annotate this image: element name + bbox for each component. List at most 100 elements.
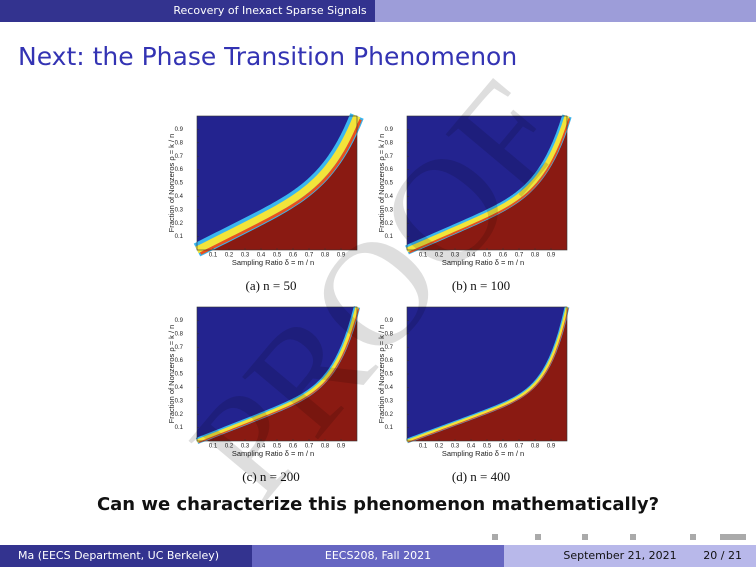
heatmap-success	[407, 116, 567, 250]
y-tick-label: 0.7	[175, 345, 184, 351]
y-tick-label: 0.4	[385, 385, 394, 391]
x-tick-label: 0.2	[435, 444, 444, 450]
heatmap-band	[406, 115, 570, 253]
y-axis-label: Fraction of Nonzeros ρ = k / n	[377, 325, 386, 424]
x-tick-label: 0.4	[467, 253, 476, 259]
nav-icon	[690, 534, 696, 540]
x-tick-label: 0.7	[305, 444, 314, 450]
nav-icon	[630, 534, 636, 540]
x-tick-label: 0.1	[419, 253, 428, 259]
x-tick-label: 0.2	[225, 444, 234, 450]
x-tick-label: 0.7	[515, 253, 524, 259]
y-axis-label: Fraction of Nonzeros ρ = k / n	[167, 134, 176, 233]
x-tick-label: 0.3	[241, 253, 250, 259]
y-tick-label: 0.3	[175, 398, 184, 404]
heatmap-band	[408, 308, 569, 443]
y-tick-label: 0.3	[385, 398, 394, 404]
footer-mid	[252, 545, 504, 567]
x-tick-label: 0.3	[451, 444, 460, 450]
figure: 0.1 0.2 0.3 0.4 0.5 0.6 0.7 0.8 0.9 0.1 0.2 0.3 0.4 0…	[167, 306, 361, 484]
x-tick-label: 0.4	[467, 444, 476, 450]
y-axis-label: Fraction of Nonzeros ρ = k / n	[377, 134, 386, 233]
footer-right	[504, 545, 756, 567]
heatmap-success	[197, 116, 357, 250]
x-tick-label: 0.5	[273, 444, 282, 450]
x-tick-label: 0.5	[483, 253, 492, 259]
x-tick-label: 0.4	[257, 253, 266, 259]
x-tick-label: 0.8	[321, 253, 330, 259]
y-tick-label: 0.2	[175, 221, 184, 227]
footer-left	[0, 545, 252, 567]
x-tick-label: 0.2	[225, 253, 234, 259]
figure: 0.1 0.2 0.3 0.4 0.5 0.6 0.7 0.8 0.9 0.1 0.2 0.3 0.4 0…	[377, 114, 572, 293]
header-bar-right	[375, 0, 756, 22]
y-tick-label: 0.2	[175, 412, 184, 418]
heatmap-band	[406, 306, 569, 443]
y-tick-label: 0.1	[385, 425, 394, 431]
y-tick-label: 0.4	[385, 194, 394, 200]
section-title: Recovery of Inexact Sparse Signals	[173, 4, 367, 17]
y-tick-label: 0.2	[385, 412, 394, 418]
y-tick-label: 0.8	[175, 331, 184, 337]
x-tick-label: 0.9	[337, 444, 346, 450]
x-axis-label: Sampling Ratio δ = m / n	[232, 258, 314, 267]
slide-title: Next: the Phase Transition Phenomenon	[18, 42, 517, 71]
y-tick-label: 0.6	[175, 358, 184, 364]
y-tick-label: 0.9	[175, 127, 184, 133]
y-tick-label: 0.9	[175, 318, 184, 324]
x-tick-label: 0.6	[289, 444, 298, 450]
x-tick-label: 0.1	[209, 444, 218, 450]
x-axis-label: Sampling Ratio δ = m / n	[442, 449, 524, 458]
y-tick-label: 0.3	[385, 207, 394, 213]
heatmap-band	[196, 306, 359, 443]
x-tick-label: 0.3	[241, 444, 250, 450]
x-tick-label: 0.9	[547, 444, 556, 450]
heatmap-success	[407, 307, 567, 441]
x-tick-label: 0.5	[273, 253, 282, 259]
y-tick-label: 0.7	[175, 154, 184, 160]
y-tick-label: 0.6	[385, 358, 394, 364]
figure: 0.1 0.2 0.3 0.4 0.5 0.6 0.7 0.8 0.9 0.1 0.2 0.3 0.4 0…	[377, 306, 570, 484]
y-tick-label: 0.5	[385, 181, 394, 187]
y-tick-label: 0.5	[175, 181, 184, 187]
x-axis-label: Sampling Ratio δ = m / n	[232, 449, 314, 458]
y-tick-label: 0.9	[385, 127, 394, 133]
heatmap-band	[199, 119, 362, 255]
y-tick-label: 0.1	[385, 234, 394, 240]
y-tick-label: 0.3	[175, 207, 184, 213]
y-tick-label: 0.4	[175, 194, 184, 200]
caption: (d) n = 400	[452, 469, 510, 484]
y-tick-label: 0.2	[385, 221, 394, 227]
caption: (b) n = 100	[452, 278, 510, 293]
x-tick-label: 0.7	[515, 444, 524, 450]
x-tick-label: 0.6	[499, 253, 508, 259]
x-tick-label: 0.8	[531, 253, 540, 259]
x-tick-label: 0.9	[547, 253, 556, 259]
heatmap-band	[409, 118, 571, 254]
x-tick-label: 0.6	[499, 444, 508, 450]
y-tick-label: 0.9	[385, 318, 394, 324]
x-tick-label: 0.8	[321, 444, 330, 450]
x-tick-label: 0.9	[337, 253, 346, 259]
heatmap-band	[198, 308, 360, 444]
x-axis-label: Sampling Ratio δ = m / n	[442, 258, 524, 267]
y-tick-label: 0.8	[175, 140, 184, 146]
heatmap-success	[197, 307, 357, 441]
nav-symbols	[492, 534, 746, 540]
heatmap-band	[195, 114, 361, 254]
x-tick-label: 0.5	[483, 444, 492, 450]
x-tick-label: 0.8	[531, 444, 540, 450]
x-tick-label: 0.1	[419, 444, 428, 450]
y-tick-label: 0.5	[175, 372, 184, 378]
x-tick-label: 0.4	[257, 444, 266, 450]
y-tick-label: 0.6	[175, 167, 184, 173]
nav-icon	[535, 534, 541, 540]
x-tick-label: 0.2	[435, 253, 444, 259]
caption: (c) n = 200	[242, 469, 300, 484]
footer-date: September 21, 2021	[563, 549, 676, 562]
x-tick-label: 0.6	[289, 253, 298, 259]
y-tick-label: 0.6	[385, 167, 394, 173]
nav-icon	[582, 534, 588, 540]
x-tick-label: 0.7	[305, 253, 314, 259]
